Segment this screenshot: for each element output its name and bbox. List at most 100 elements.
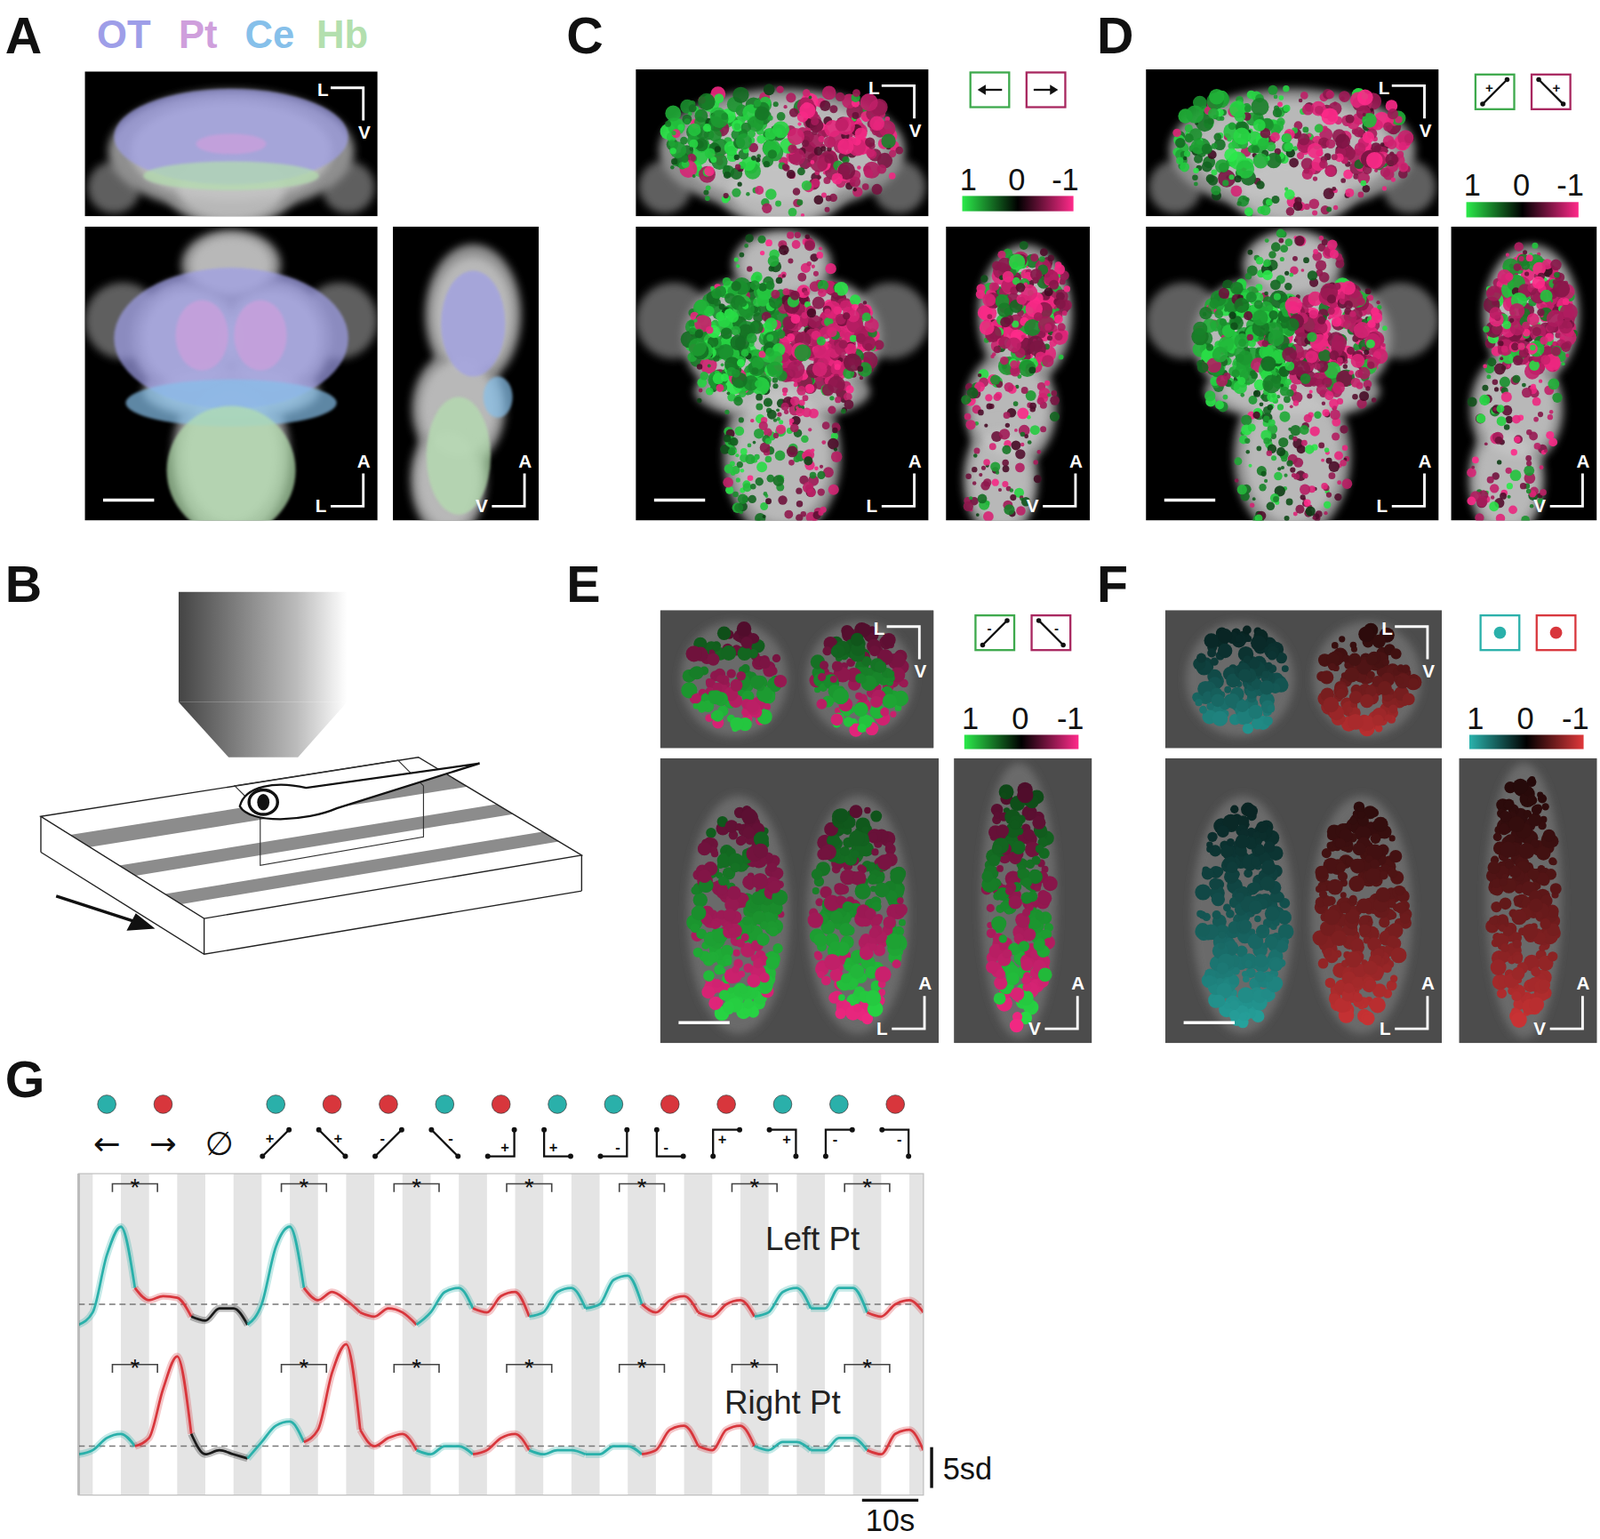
activity-blob (1185, 105, 1204, 124)
activity-blob (767, 361, 784, 378)
panel-letter: B (5, 555, 42, 613)
activity-blob (737, 182, 743, 187)
arena-edges (40, 816, 582, 954)
activity-blob (1030, 268, 1042, 280)
activity-blob (1184, 150, 1191, 157)
activity-blob (812, 361, 828, 377)
activity-blob (856, 333, 866, 344)
activity-blob (1256, 180, 1264, 189)
activity-blob (859, 376, 864, 380)
activity-blob (1028, 366, 1036, 374)
orientation-label: L (868, 77, 880, 98)
activity-blob (1302, 104, 1314, 116)
activity-blob (979, 320, 995, 336)
view-background (1145, 69, 1439, 216)
activity-blob (681, 114, 692, 125)
icon-arrowhead (977, 84, 986, 95)
activity-blob (1210, 185, 1221, 196)
activity-blob (740, 468, 744, 472)
activity-blob (789, 418, 795, 424)
activity-blob (817, 510, 824, 516)
activity-blob (1000, 356, 1009, 366)
activity-blob (1253, 119, 1266, 132)
activity-blob (733, 122, 741, 130)
activity-blob (796, 500, 803, 507)
activity-blob (1283, 104, 1291, 112)
activity-blob (773, 101, 779, 107)
activity-blob (839, 339, 848, 349)
activity-blob (1228, 122, 1236, 130)
activity-blob (739, 298, 748, 307)
activity-blob (788, 208, 798, 217)
activity-blob (670, 165, 674, 169)
activity-blob (1048, 255, 1055, 262)
activity-blob (992, 352, 997, 357)
activity-blob (826, 327, 837, 337)
orientation-label: V (1026, 495, 1040, 516)
activity-blob (1366, 152, 1384, 169)
activity-blob (817, 136, 824, 143)
activity-blob (1333, 205, 1338, 210)
activity-blob (1054, 332, 1063, 341)
activity-blob (1044, 323, 1052, 331)
activity-blob (793, 382, 799, 387)
activity-blob (704, 166, 714, 176)
motion-arrowhead (126, 912, 155, 931)
activity-blob (800, 434, 809, 443)
activity-blob (789, 107, 799, 117)
activity-blob (1267, 85, 1278, 96)
activity-blob (744, 454, 755, 464)
activity-blob (1298, 98, 1304, 104)
activity-blob (776, 85, 784, 93)
activity-blob (1232, 128, 1250, 145)
legend-icon (970, 72, 1010, 107)
activity-blob (755, 393, 763, 401)
activity-blob (976, 512, 980, 517)
activity-blob (735, 164, 741, 170)
orientation-arms (881, 85, 915, 119)
activity-blob (727, 391, 731, 395)
activity-blob (1360, 180, 1368, 187)
activity-blob (1000, 316, 1011, 328)
activity-blob (786, 169, 796, 179)
brain-view (635, 69, 928, 216)
activity-blob (1013, 400, 1019, 407)
activity-blob (796, 199, 803, 206)
activity-blob (710, 110, 728, 128)
activity-blob (810, 117, 819, 126)
objective-tip (178, 702, 347, 758)
activity-blob (806, 261, 812, 267)
activity-blob (749, 320, 763, 334)
activity-blob (863, 161, 880, 179)
activity-blob (1029, 402, 1037, 410)
brain-view (945, 226, 1090, 521)
activity-blob (865, 148, 875, 158)
activity-blob (1015, 463, 1025, 473)
activity-blob (1281, 142, 1293, 153)
brain-core (1239, 160, 1345, 217)
activity-blob (1380, 142, 1385, 147)
activity-blob (1033, 474, 1042, 483)
activity-blob (776, 277, 784, 285)
activity-blob (1016, 294, 1027, 305)
activity-blob (1021, 334, 1026, 339)
activity-blob (982, 293, 996, 307)
activity-blob (1362, 112, 1367, 117)
brain-view (392, 226, 539, 521)
activity-blob (1362, 131, 1375, 144)
activity-blob (1325, 166, 1336, 177)
activity-blob (787, 144, 797, 153)
orientation-label: L (315, 495, 328, 516)
activity-blob (863, 300, 867, 304)
activity-blob (1242, 196, 1247, 200)
activity-blob (722, 277, 732, 287)
activity-blob (1040, 425, 1047, 432)
arena-top (40, 757, 582, 919)
activity-blob (977, 494, 988, 504)
activity-blob (832, 427, 838, 433)
activity-blob (736, 359, 745, 368)
activity-blob (744, 243, 749, 248)
activity-blob (1302, 168, 1313, 180)
activity-blob (983, 511, 994, 520)
activity-blob (990, 375, 1000, 385)
